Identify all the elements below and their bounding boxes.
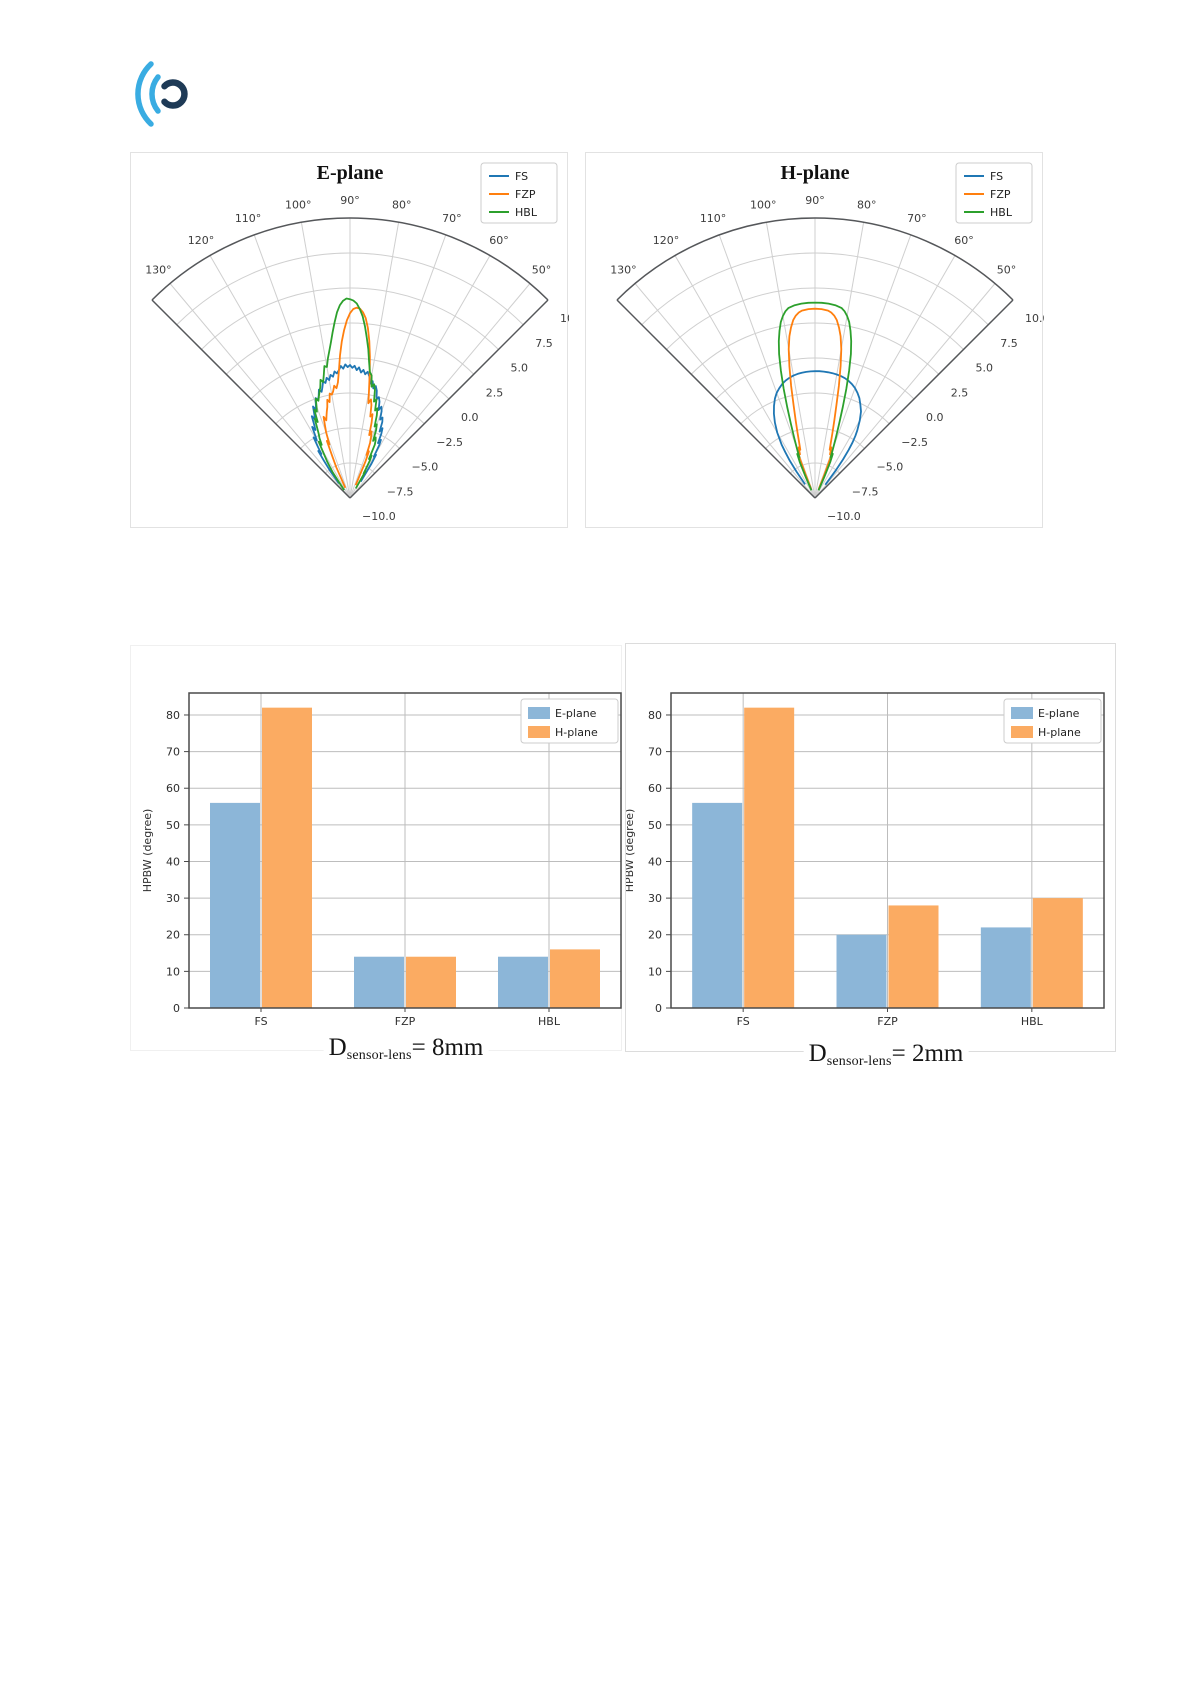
svg-text:100°: 100° bbox=[750, 199, 777, 212]
svg-text:70: 70 bbox=[648, 746, 662, 759]
svg-text:90°: 90° bbox=[340, 194, 360, 207]
caption-8mm-value: = 8mm bbox=[411, 1034, 484, 1061]
svg-text:H-plane: H-plane bbox=[555, 726, 598, 739]
svg-text:HPBW (degree): HPBW (degree) bbox=[141, 809, 154, 893]
svg-text:0: 0 bbox=[655, 1002, 662, 1015]
svg-text:130°: 130° bbox=[610, 264, 637, 277]
svg-text:5.0: 5.0 bbox=[975, 362, 993, 375]
svg-text:60°: 60° bbox=[489, 234, 509, 247]
svg-text:−7.5: −7.5 bbox=[852, 485, 879, 498]
svg-text:10: 10 bbox=[648, 965, 662, 978]
svg-text:50°: 50° bbox=[997, 264, 1017, 277]
svg-text:−5.0: −5.0 bbox=[411, 461, 438, 474]
svg-text:70°: 70° bbox=[907, 212, 927, 225]
svg-text:40: 40 bbox=[648, 855, 662, 868]
svg-text:50: 50 bbox=[648, 819, 662, 832]
svg-text:2.5: 2.5 bbox=[951, 386, 969, 399]
svg-text:80: 80 bbox=[648, 709, 662, 722]
svg-text:−5.0: −5.0 bbox=[876, 461, 903, 474]
svg-text:20: 20 bbox=[648, 929, 662, 942]
svg-text:40: 40 bbox=[166, 855, 180, 868]
hpbw-bar-chart-8mm: 0 10 20 30 40 50 60 70 80 FS FZP HBL HPBW (degree) E-… bbox=[141, 692, 622, 1028]
svg-text:5.0: 5.0 bbox=[510, 362, 528, 375]
svg-text:50°: 50° bbox=[532, 264, 552, 277]
svg-text:30: 30 bbox=[648, 892, 662, 905]
svg-text:FS: FS bbox=[737, 1015, 750, 1028]
svg-text:60: 60 bbox=[648, 782, 662, 795]
svg-text:50: 50 bbox=[166, 819, 180, 832]
caption-2mm: Dsensor-lens= 2mm bbox=[803, 1040, 969, 1070]
hpbw-bar-chart-8mm-container: 0 10 20 30 40 50 60 70 80 FS FZP HBL HPBW (degree) E-… bbox=[131, 646, 622, 1050]
svg-text:7.5: 7.5 bbox=[1000, 337, 1018, 350]
caption-8mm-subscript: sensor-lens bbox=[346, 1048, 412, 1063]
caption-8mm-symbol: D bbox=[328, 1034, 347, 1061]
svg-text:FS: FS bbox=[254, 1015, 267, 1028]
caption-2mm-subscript: sensor-lens bbox=[826, 1054, 892, 1069]
svg-text:HBL: HBL bbox=[1021, 1015, 1044, 1028]
svg-text:FZP: FZP bbox=[395, 1015, 416, 1028]
hpbw-bar-chart-2mm-container: 0 10 20 30 40 50 60 70 80 FS FZP HBL HPBW (degree) E-… bbox=[623, 644, 1115, 1051]
svg-text:0.0: 0.0 bbox=[461, 411, 479, 424]
svg-text:HBL: HBL bbox=[538, 1015, 561, 1028]
svg-text:10: 10 bbox=[166, 965, 180, 978]
svg-text:30: 30 bbox=[166, 892, 180, 905]
svg-text:100°: 100° bbox=[285, 199, 312, 212]
caption-2mm-value: = 2mm bbox=[891, 1040, 964, 1067]
svg-text:80°: 80° bbox=[857, 199, 877, 212]
signal-logo-icon bbox=[135, 61, 188, 127]
caption-2mm-symbol: D bbox=[808, 1040, 827, 1067]
svg-text:90°: 90° bbox=[805, 194, 825, 207]
svg-text:FZP: FZP bbox=[877, 1015, 898, 1028]
hplane-polar-chart: 50° 60° 70° 80° 90° 100° 110° 120° 130° 10.0 7.5 5.… bbox=[610, 162, 1049, 523]
svg-text:H-plane: H-plane bbox=[1038, 726, 1081, 739]
svg-text:HBL: HBL bbox=[515, 206, 538, 219]
caption-8mm: Dsensor-lens= 8mm bbox=[323, 1034, 489, 1064]
svg-text:110°: 110° bbox=[235, 212, 262, 225]
svg-text:60°: 60° bbox=[954, 234, 974, 247]
hpbw-bar-panel-8mm: 0 10 20 30 40 50 60 70 80 FS FZP HBL HPBW (degree) E-… bbox=[130, 645, 622, 1051]
hpbw-bar-chart-2mm: 0 10 20 30 40 50 60 70 80 FS FZP HBL HPBW (degree) E-… bbox=[623, 692, 1105, 1028]
svg-text:HBL: HBL bbox=[990, 206, 1013, 219]
svg-text:80°: 80° bbox=[392, 199, 412, 212]
svg-text:2.5: 2.5 bbox=[486, 386, 504, 399]
hplane-polar-chart-container: 50° 60° 70° 80° 90° 100° 110° 120° 130° 10.0 7.5 5.… bbox=[586, 153, 1049, 527]
eplane-polar-chart: 50° 60° 70° 80° 90° 100° 110° 120° 130° 10.0 7.5 5.… bbox=[145, 162, 584, 523]
svg-text:E-plane: E-plane bbox=[317, 162, 384, 184]
svg-text:60: 60 bbox=[166, 782, 180, 795]
svg-text:E-plane: E-plane bbox=[1038, 707, 1080, 720]
svg-text:−10.0: −10.0 bbox=[362, 510, 396, 523]
svg-text:120°: 120° bbox=[653, 234, 680, 247]
svg-text:HPBW (degree): HPBW (degree) bbox=[626, 809, 636, 893]
svg-text:130°: 130° bbox=[145, 264, 172, 277]
svg-text:FZP: FZP bbox=[515, 188, 536, 201]
svg-text:10.0: 10.0 bbox=[1025, 312, 1044, 325]
svg-text:E-plane: E-plane bbox=[555, 707, 597, 720]
svg-text:−7.5: −7.5 bbox=[387, 485, 414, 498]
hplane-polar-panel: 50° 60° 70° 80° 90° 100° 110° 120° 130° 10.0 7.5 5.… bbox=[585, 152, 1049, 528]
svg-text:0: 0 bbox=[173, 1002, 180, 1015]
hpbw-bar-panel-2mm: 0 10 20 30 40 50 60 70 80 FS FZP HBL HPBW (degree) E-… bbox=[623, 643, 1116, 1052]
svg-text:20: 20 bbox=[166, 929, 180, 942]
svg-text:80: 80 bbox=[166, 709, 180, 722]
svg-text:−10.0: −10.0 bbox=[827, 510, 861, 523]
svg-text:H-plane: H-plane bbox=[781, 162, 850, 184]
svg-text:0.0: 0.0 bbox=[926, 411, 944, 424]
svg-text:7.5: 7.5 bbox=[535, 337, 553, 350]
svg-text:FS: FS bbox=[990, 170, 1003, 183]
svg-text:10.0: 10.0 bbox=[560, 312, 569, 325]
svg-text:70: 70 bbox=[166, 746, 180, 759]
svg-text:120°: 120° bbox=[188, 234, 215, 247]
eplane-polar-chart-container: 50° 60° 70° 80° 90° 100° 110° 120° 130° 10.0 7.5 5.… bbox=[131, 153, 584, 527]
svg-text:FZP: FZP bbox=[990, 188, 1011, 201]
svg-text:70°: 70° bbox=[442, 212, 462, 225]
svg-text:FS: FS bbox=[515, 170, 528, 183]
svg-text:110°: 110° bbox=[700, 212, 727, 225]
svg-text:−2.5: −2.5 bbox=[901, 436, 928, 449]
svg-text:−2.5: −2.5 bbox=[436, 436, 463, 449]
eplane-polar-panel: 50° 60° 70° 80° 90° 100° 110° 120° 130° 10.0 7.5 5.… bbox=[130, 152, 584, 528]
